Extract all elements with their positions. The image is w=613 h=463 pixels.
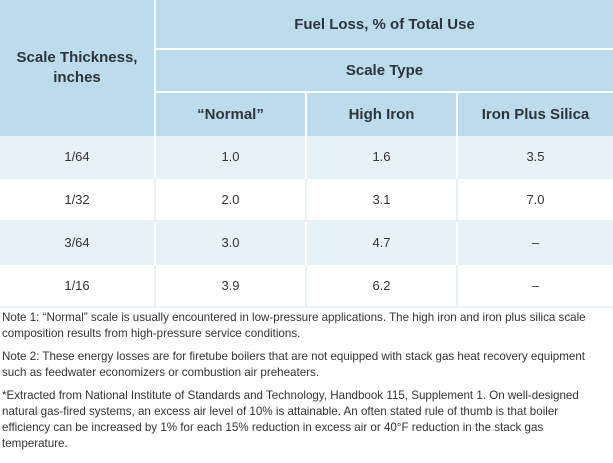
- cell-thickness: 1/32: [0, 177, 156, 222]
- cell-high-iron: 3.1: [305, 177, 457, 222]
- column-header-normal: “Normal”: [155, 92, 306, 136]
- cell-thickness: 1/64: [0, 136, 156, 178]
- cell-normal: 3.9: [154, 263, 306, 308]
- cell-iron-plus-silica: –: [456, 263, 613, 308]
- table-row: 3/64 3.0 4.7 –: [0, 221, 613, 264]
- cell-high-iron: 4.7: [305, 221, 457, 264]
- cell-thickness: 3/64: [0, 221, 156, 264]
- table-row: 1/64 1.0 1.6 3.5: [0, 136, 613, 178]
- header-scale-thickness: Scale Thickness, inches: [0, 0, 156, 136]
- cell-high-iron: 6.2: [305, 263, 457, 308]
- table-row: 1/32 2.0 3.1 7.0: [0, 177, 613, 222]
- cell-normal: 1.0: [154, 136, 306, 178]
- cell-iron-plus-silica: 7.0: [456, 177, 613, 222]
- column-header-high-iron: High Iron: [305, 92, 457, 136]
- note-1: Note 1: “Normal” scale is usually encoun…: [2, 311, 586, 340]
- header-scale-type: Scale Type: [155, 49, 613, 93]
- cell-high-iron: 1.6: [305, 136, 457, 178]
- header-fuel-loss: Fuel Loss, % of Total Use: [155, 0, 613, 50]
- footnote-source: *Extracted from National Institute of St…: [2, 389, 579, 450]
- cell-normal: 3.0: [154, 221, 306, 264]
- cell-thickness: 1/16: [0, 263, 156, 308]
- cell-iron-plus-silica: 3.5: [456, 136, 613, 178]
- cell-iron-plus-silica: –: [456, 221, 613, 264]
- table-notes: Note 1: “Normal” scale is usually encoun…: [2, 310, 608, 459]
- table-row: 1/16 3.9 6.2 –: [0, 263, 613, 308]
- cell-normal: 2.0: [154, 177, 306, 222]
- fuel-loss-table: Scale Thickness, inches Fuel Loss, % of …: [0, 0, 613, 308]
- note-2: Note 2: These energy losses are for fire…: [2, 350, 586, 379]
- column-header-iron-plus-silica: Iron Plus Silica: [456, 92, 613, 136]
